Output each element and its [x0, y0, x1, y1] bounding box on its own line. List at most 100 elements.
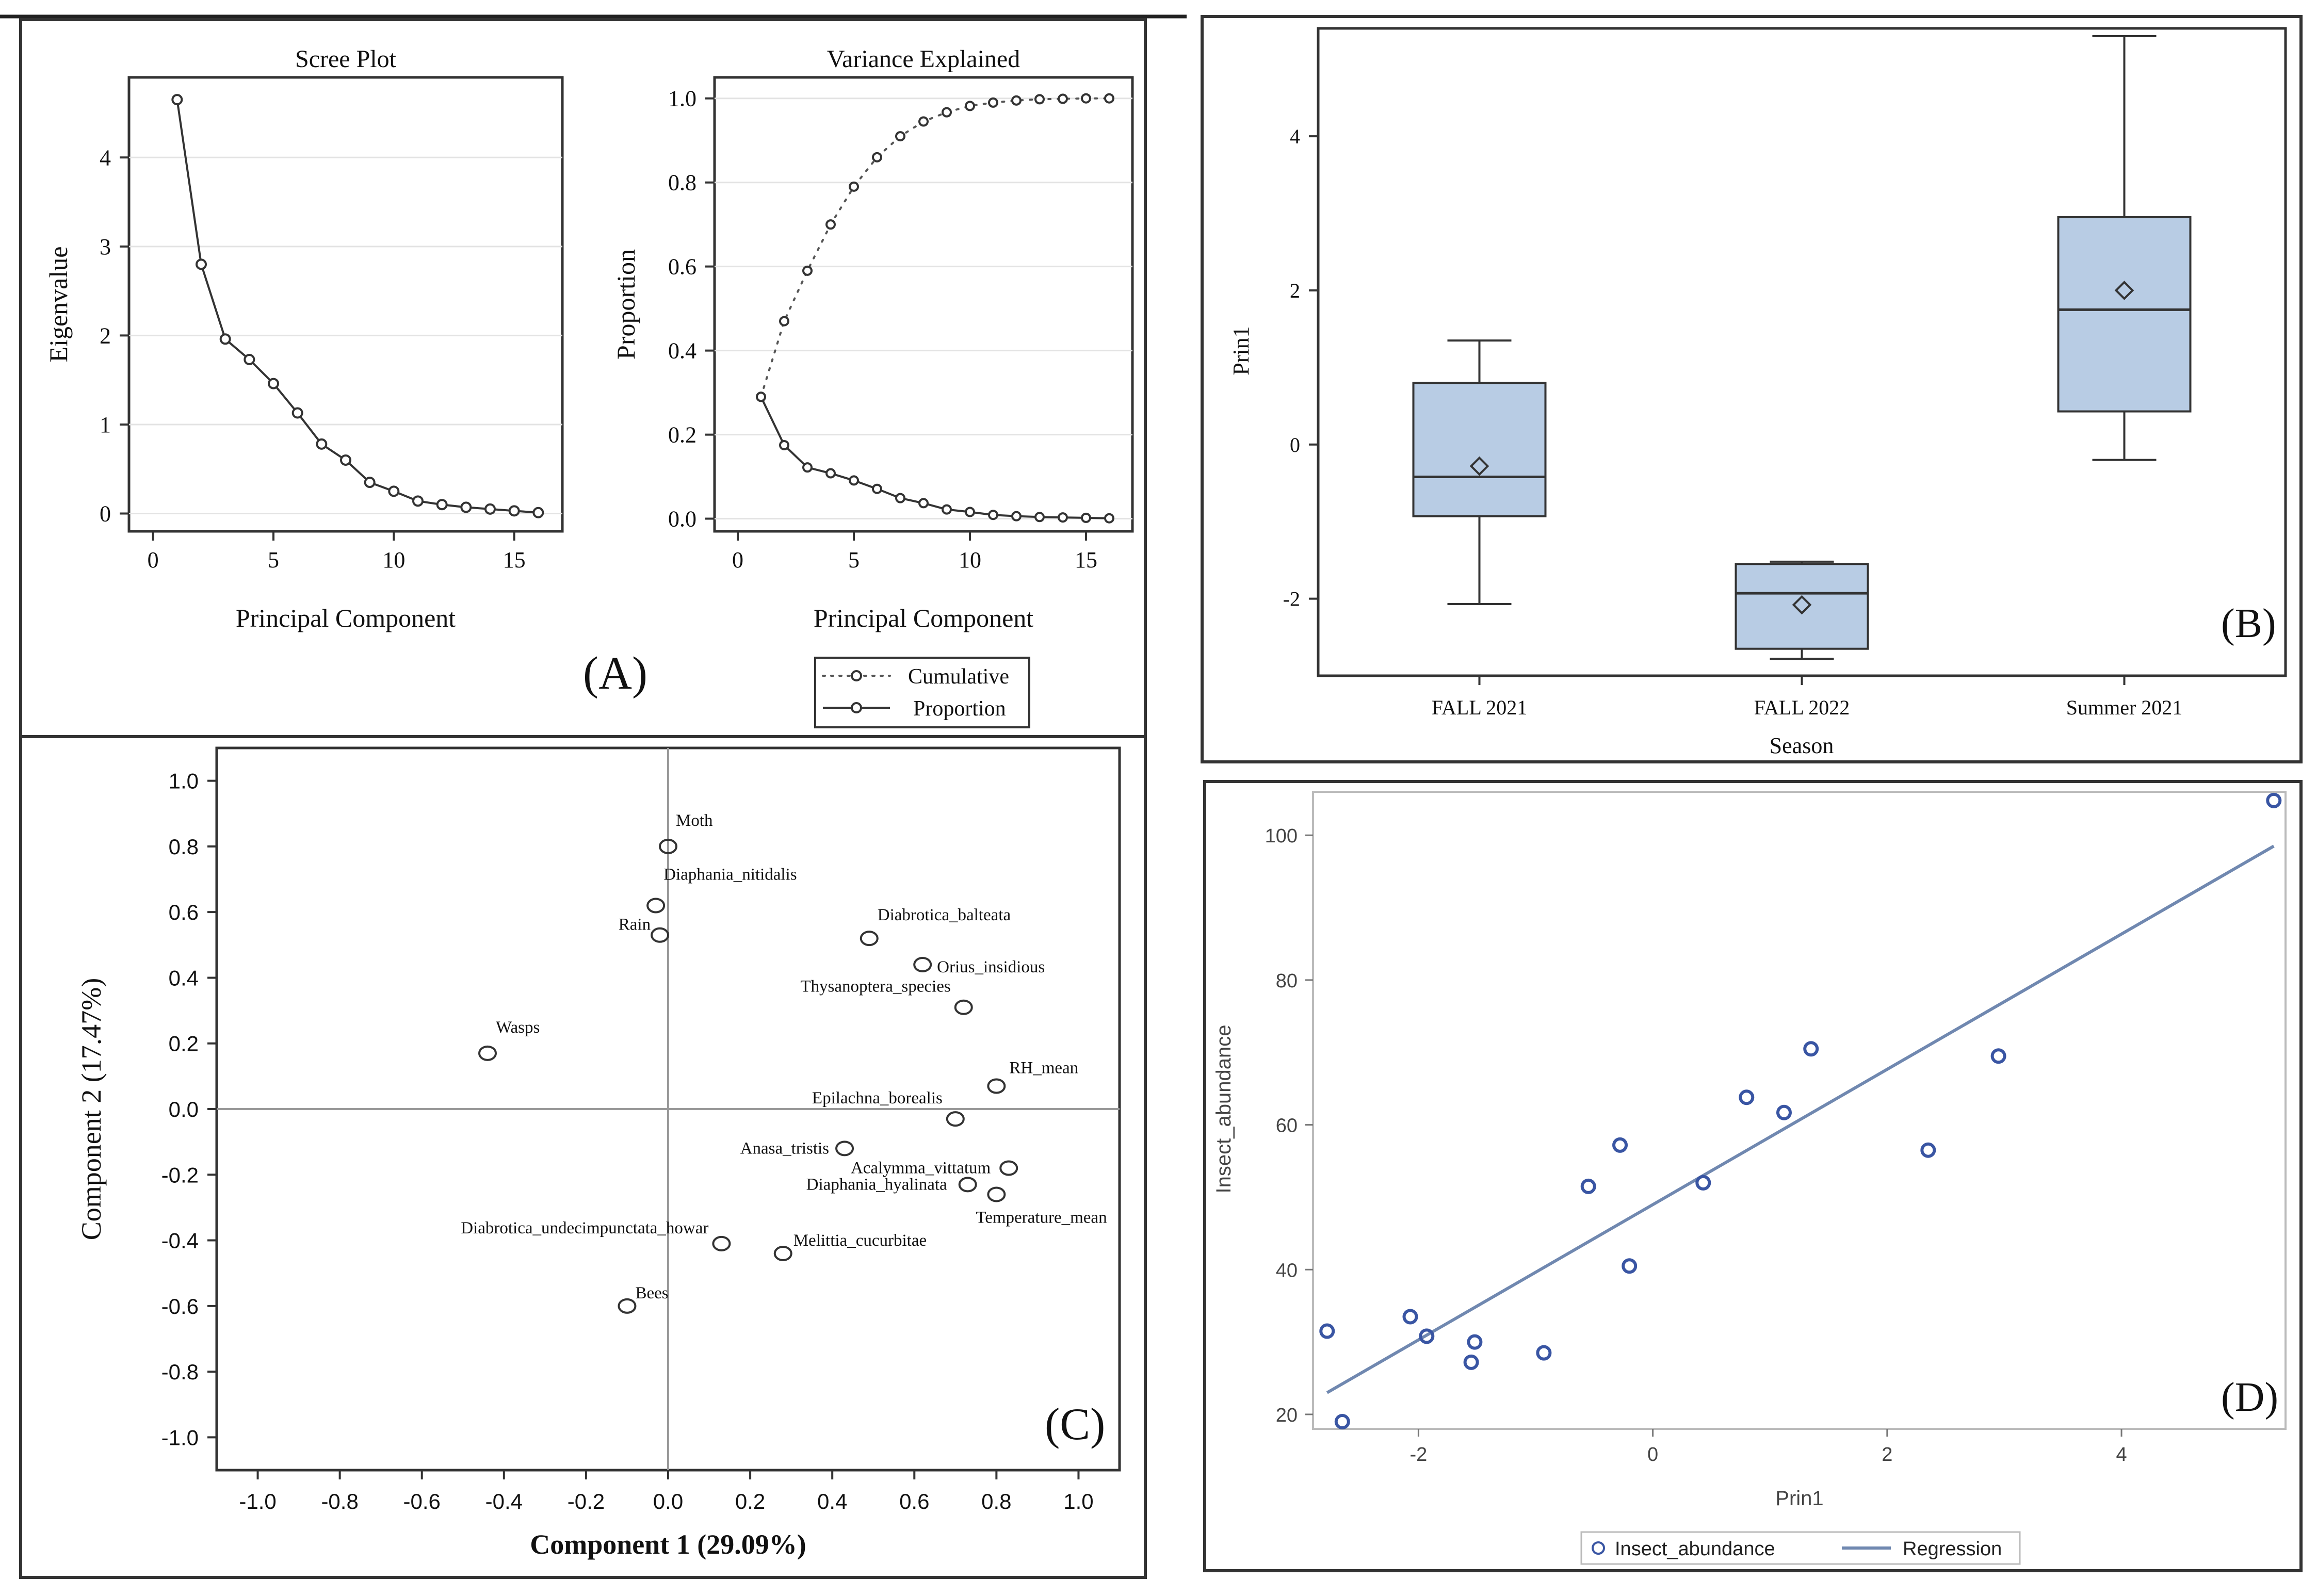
box-ytick-label: 0	[1290, 433, 1300, 457]
cumulative-point	[965, 101, 975, 111]
cumulative-point	[895, 131, 905, 142]
loadings-xtick-label: 0.8	[981, 1489, 1011, 1513]
panel-a-label: (A)	[583, 648, 647, 699]
legend-regression-label: Regression	[1903, 1538, 2002, 1560]
loadings-ytick-label: -0.6	[161, 1294, 199, 1318]
regression-xlabel: Prin1	[1775, 1487, 1823, 1510]
variance-xtick-label: 15	[1075, 547, 1097, 573]
scree-xtick-label: 10	[382, 547, 405, 573]
scree-point	[484, 503, 496, 515]
panel-d-frame	[1203, 780, 2303, 1572]
box-iqr	[1412, 382, 1547, 517]
box-ytick-label: 4	[1290, 125, 1300, 148]
loading-label: Diaphania_nitidalis	[663, 865, 797, 884]
box-ytick-label: -2	[1283, 588, 1300, 611]
proportion-point	[1104, 513, 1114, 524]
regression-xtick-label: -2	[1409, 1444, 1427, 1465]
abundance-point	[1580, 1178, 1596, 1194]
box-iqr	[2057, 216, 2192, 413]
variance-grid	[715, 97, 1132, 520]
scree-ytick-label: 0	[100, 501, 111, 526]
proportion-point	[849, 475, 859, 486]
loadings-xtick-label: 0.0	[653, 1489, 683, 1513]
panel-d: 20 40 60 80 100 -2 0 2 4 Prin1 Insect_abundance …	[1203, 780, 2303, 1572]
loadings-xtick-label: -0.8	[321, 1489, 358, 1513]
abundance-point	[1467, 1334, 1483, 1350]
variance-ytick-label: 1.0	[668, 86, 696, 111]
loading-label: Melittia_cucurbitae	[793, 1231, 927, 1250]
loadings-axes	[217, 748, 1120, 1470]
loadings-points: Moth Diaphania_nitidalis Rain Diabrotica_ba…	[461, 811, 1107, 1314]
box-xlabel: Season	[1770, 733, 1834, 758]
variance-ytick-label: 0.4	[668, 338, 696, 364]
regression-xtick-label: 2	[1882, 1444, 1892, 1465]
loading-point	[618, 1298, 637, 1314]
loadings-ylabel: Component 2 (17.47%)	[76, 978, 107, 1240]
loading-label: RH_mean	[1009, 1058, 1078, 1077]
legend-cumulative-marker	[851, 670, 862, 681]
proportion-point	[872, 483, 882, 494]
box-xtick-label: Summer 2021	[2066, 696, 2183, 719]
proportion-point	[802, 462, 813, 473]
scree-xtick-label: 0	[148, 547, 159, 573]
loading-point	[651, 927, 670, 943]
variance-ylabel: Proportion	[611, 249, 640, 360]
scree-point	[219, 333, 231, 345]
abundance-point	[1402, 1309, 1418, 1325]
abundance-point	[1334, 1413, 1350, 1429]
loading-label: Diabrotica_undecimpunctata_howar	[461, 1219, 708, 1237]
legend-abundance-label: Insect_abundance	[1615, 1538, 1775, 1560]
loading-point	[646, 898, 666, 914]
proportion-point	[1011, 511, 1022, 522]
scree-point	[340, 454, 351, 466]
regression-xtick-label: 4	[2116, 1444, 2127, 1465]
cumulative-line	[760, 97, 1110, 398]
scree-ytick-label: 4	[100, 145, 111, 170]
loadings-xtick-label: -0.4	[485, 1489, 523, 1513]
boxes	[1412, 35, 2192, 660]
panel-c-label: (C)	[1045, 1399, 1105, 1450]
cumulative-point	[1011, 95, 1022, 106]
variance-legend: Cumulative Proportion	[814, 657, 1030, 728]
regression-ytick-label: 100	[1265, 825, 1298, 847]
regression-ylabel: Insect_abundance	[1212, 1025, 1235, 1194]
scree-line	[176, 99, 539, 514]
panel-d-label: (D)	[2221, 1375, 2278, 1420]
loading-label: Diaphania_hyalinata	[806, 1175, 947, 1194]
regression-legend-frame	[1580, 1531, 2021, 1565]
loading-label: Thysanoptera_species	[800, 978, 950, 996]
loading-point	[999, 1160, 1018, 1176]
abundance-point	[1803, 1041, 1819, 1057]
box-mean-marker	[1469, 456, 1489, 476]
loading-label: Orius_insidious	[937, 958, 1045, 976]
loading-label: Epilachna_borealis	[812, 1089, 943, 1108]
panel-c: -1.0 -0.8 -0.6 -0.4 -0.2 0.0 0.2 0.4 0.6 0.8 1.0 1.…	[19, 735, 1147, 1579]
scree-xlabel: Principal Component	[236, 604, 456, 632]
proportion-point	[1058, 512, 1068, 523]
abundance-point	[1776, 1104, 1792, 1120]
loading-label: Temperature_mean	[976, 1208, 1107, 1227]
proportion-point	[965, 507, 975, 517]
scree-point	[291, 407, 303, 419]
box-ytick-label: 2	[1290, 279, 1300, 302]
abundance-point	[1612, 1137, 1628, 1153]
regression-ytick-label: 20	[1276, 1405, 1298, 1426]
panel-c-frame	[19, 735, 1147, 1579]
abundance-point	[1463, 1354, 1479, 1370]
box-ticks: -2 0 2 4 FALL 2021 FALL 2022 Summer 2021	[1283, 125, 2183, 719]
scree-point	[244, 353, 255, 365]
loadings-xtick-label: 1.0	[1063, 1489, 1093, 1513]
scree-ytick-label: 2	[100, 323, 111, 348]
legend-proportion-label: Proportion	[913, 697, 1006, 721]
loadings-xtick-label: -1.0	[239, 1489, 276, 1513]
variance-plot: Variance Explained 0.0 0.2 0.4 0.6 0.8 1.0 0 5 1…	[611, 45, 1134, 728]
scree-point	[196, 258, 207, 270]
abundance-point	[1990, 1048, 2006, 1064]
loading-label: Rain	[619, 916, 651, 934]
scree-point	[268, 378, 279, 389]
cumulative-point	[1058, 93, 1068, 104]
loadings-xtick-label: 0.4	[817, 1489, 847, 1513]
loadings-xlabel: Component 1 (29.09%)	[530, 1529, 806, 1560]
loadings-ytick-label: -0.8	[161, 1360, 199, 1384]
regression-ytick-label: 40	[1276, 1260, 1298, 1281]
